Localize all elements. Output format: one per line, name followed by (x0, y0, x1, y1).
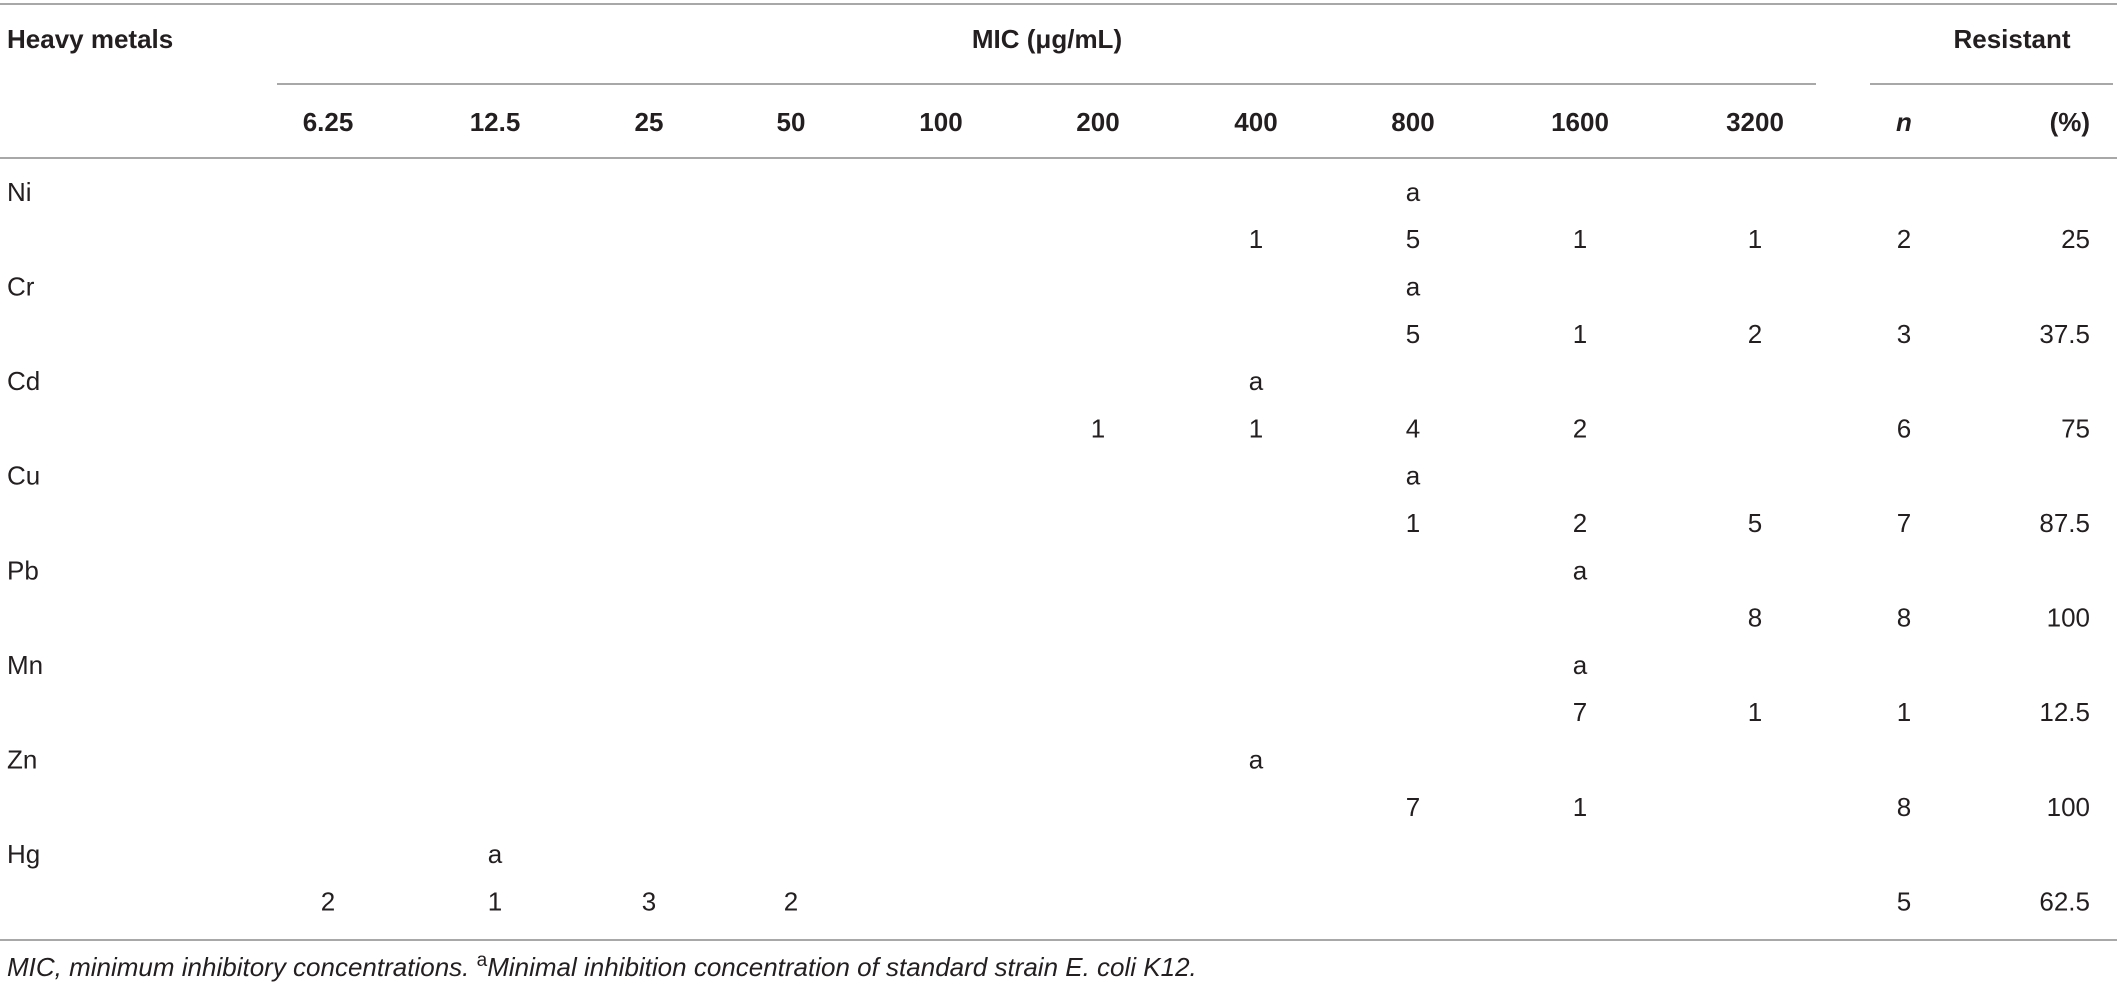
metal-name: Hg (7, 839, 40, 869)
count-cell: 1 (488, 886, 502, 916)
count-cell: 1 (1748, 697, 1762, 727)
count-cell: 8 (1748, 603, 1762, 633)
count-cell: 5 (1748, 508, 1762, 538)
header-metal: Heavy metals (7, 24, 173, 54)
reference-marker: a (1249, 366, 1264, 396)
footnote-text: MIC, minimum inhibitory concentrations. (7, 952, 477, 982)
header-concentration: 12.5 (470, 107, 521, 137)
resistant-percent: 37.5 (2039, 319, 2090, 349)
reference-marker: a (1573, 555, 1588, 585)
count-cell: 1 (1573, 224, 1587, 254)
header-resistant: Resistant (1953, 24, 2070, 54)
metal-name: Cu (7, 461, 40, 491)
reference-marker: a (1406, 271, 1421, 301)
header-concentration: 50 (777, 107, 806, 137)
count-cell: 1 (1091, 413, 1105, 443)
count-cell: 5 (1406, 224, 1420, 254)
count-cell: 1 (1573, 792, 1587, 822)
count-cell: 5 (1406, 319, 1420, 349)
resistant-n: 1 (1897, 697, 1911, 727)
header-concentration: 1600 (1551, 107, 1609, 137)
metal-name: Cr (7, 271, 35, 301)
reference-marker: a (1406, 177, 1421, 207)
metal-name: Pb (7, 555, 39, 585)
metal-name: Cd (7, 366, 40, 396)
header-concentration: 6.25 (303, 107, 354, 137)
count-cell: 1 (1249, 224, 1263, 254)
resistant-n: 6 (1897, 413, 1911, 443)
reference-marker: a (1249, 744, 1264, 774)
header-concentration: 200 (1076, 107, 1119, 137)
footnote-marker: a (477, 950, 488, 971)
resistant-percent: 100 (2047, 603, 2090, 633)
resistant-percent: 62.5 (2039, 886, 2090, 916)
resistant-percent: 87.5 (2039, 508, 2090, 538)
count-cell: 2 (784, 886, 798, 916)
footnote: MIC, minimum inhibitory concentrations. … (7, 950, 1197, 982)
resistant-n: 3 (1897, 319, 1911, 349)
header-concentration: 100 (919, 107, 962, 137)
header-n: n (1896, 107, 1912, 137)
count-cell: 1 (1573, 319, 1587, 349)
reference-marker: a (1573, 650, 1588, 680)
resistant-percent: 75 (2061, 413, 2090, 443)
resistant-percent: 25 (2061, 224, 2090, 254)
count-cell: 2 (321, 886, 335, 916)
count-cell: 4 (1406, 413, 1420, 443)
count-cell: 1 (1748, 224, 1762, 254)
resistant-n: 8 (1897, 792, 1911, 822)
header-mic: MIC (μg/mL) (972, 24, 1122, 54)
resistant-n: 7 (1897, 508, 1911, 538)
count-cell: 2 (1748, 319, 1762, 349)
footnote-text: Minimal inhibition concentration of stan… (487, 952, 1197, 982)
count-cell: 7 (1573, 697, 1587, 727)
resistant-percent: 100 (2047, 792, 2090, 822)
count-cell: 1 (1249, 413, 1263, 443)
count-cell: 7 (1406, 792, 1420, 822)
metal-name: Mn (7, 650, 43, 680)
count-cell: 2 (1573, 508, 1587, 538)
header-concentration: 800 (1391, 107, 1434, 137)
reference-marker: a (488, 839, 503, 869)
metal-name: Zn (7, 744, 37, 774)
header-concentration: 25 (635, 107, 664, 137)
resistant-n: 5 (1897, 886, 1911, 916)
resistant-n: 2 (1897, 224, 1911, 254)
count-cell: 3 (642, 886, 656, 916)
resistant-percent: 12.5 (2039, 697, 2090, 727)
header-percent: (%) (2050, 107, 2090, 137)
count-cell: 2 (1573, 413, 1587, 443)
reference-marker: a (1406, 461, 1421, 491)
metal-name: Ni (7, 177, 32, 207)
header-concentration: 3200 (1726, 107, 1784, 137)
resistant-n: 8 (1897, 603, 1911, 633)
header-concentration: 400 (1234, 107, 1277, 137)
count-cell: 1 (1406, 508, 1420, 538)
